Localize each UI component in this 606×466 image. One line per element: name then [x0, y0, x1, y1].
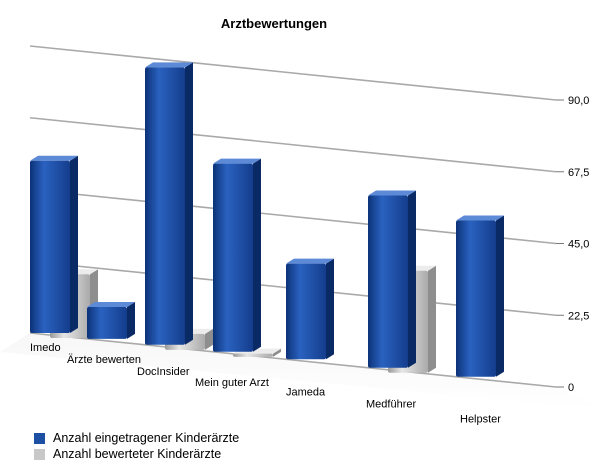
legend-item-series-1: Anzahl eingetragener Kinderärzte — [34, 430, 239, 446]
bar-top — [368, 190, 416, 196]
gridline — [29, 332, 557, 388]
gridline — [29, 116, 557, 173]
bar-side — [496, 215, 504, 377]
x-tick-label: Jameda — [286, 386, 326, 398]
x-tick-label: Ärzte bewerten — [67, 354, 141, 366]
bar-front — [145, 67, 185, 345]
chart-title: Arztbewertungen — [220, 16, 328, 31]
y-tick-label: 0 — [568, 382, 574, 394]
bar-series-1 — [213, 158, 261, 352]
bar-side — [428, 265, 436, 373]
bar-front — [368, 195, 408, 368]
bar-series-1 — [286, 258, 334, 360]
x-tick-label: Mein guter Arzt — [195, 377, 269, 389]
bar-series-2 — [233, 348, 281, 357]
bar-top — [213, 158, 261, 164]
bar-front — [233, 353, 273, 357]
x-tick-label: Medführer — [366, 399, 416, 411]
bar-side — [408, 190, 416, 368]
bar-front — [213, 163, 253, 352]
bar-series-1 — [145, 62, 193, 345]
legend-label-series-1: Anzahl eingetragener Kinderärzte — [53, 431, 240, 445]
bar-side — [205, 328, 213, 350]
bar-front — [456, 220, 496, 377]
bar-top — [30, 155, 78, 161]
bar-side — [326, 258, 334, 360]
bar-side — [70, 155, 78, 333]
legend-item-series-2: Anzahl bewerteter Kinderärzte — [34, 446, 239, 462]
bar-front — [87, 306, 127, 339]
bar-side — [273, 348, 281, 357]
bar-side — [253, 158, 261, 352]
bar-front — [30, 160, 70, 333]
gridline — [29, 45, 557, 101]
bar-series-1 — [30, 155, 78, 333]
x-tick-label: DocInsider — [137, 366, 190, 378]
x-tick-label: Helpster — [460, 414, 501, 426]
y-tick-label: 67,5 — [568, 167, 589, 179]
bar-top — [286, 258, 334, 264]
bar-top — [145, 62, 193, 68]
chart-floor — [0, 333, 606, 410]
y-tick-label: 45,0 — [568, 239, 589, 251]
bar-side — [185, 62, 193, 345]
bar-side — [127, 301, 135, 339]
y-tick-label: 90,0 — [568, 95, 589, 107]
bar-top — [456, 215, 504, 221]
legend: Anzahl eingetragener Kinderärzte Anzahl … — [34, 430, 239, 462]
y-tick-label: 22,5 — [568, 310, 589, 322]
x-tick-label: Imedo — [30, 342, 61, 354]
legend-label-series-2: Anzahl bewerteter Kinderärzte — [53, 447, 222, 461]
legend-swatch-series-2 — [34, 448, 45, 460]
bar-front — [286, 263, 326, 360]
bar-series-1 — [368, 190, 416, 368]
legend-swatch-series-1 — [34, 432, 45, 444]
bar-series-1 — [87, 301, 135, 339]
bar-series-1 — [456, 215, 504, 377]
bar-top — [87, 301, 135, 307]
